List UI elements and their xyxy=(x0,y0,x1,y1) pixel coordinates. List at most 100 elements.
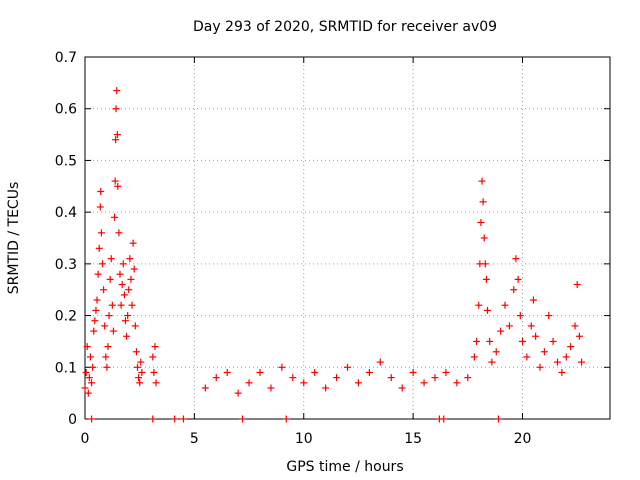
data-point xyxy=(464,374,472,382)
data-point xyxy=(149,415,157,423)
data-point xyxy=(129,239,137,247)
data-point xyxy=(527,322,535,330)
data-point xyxy=(573,281,581,289)
data-point xyxy=(420,379,428,387)
y-axis-label: SRMTID / TECUs xyxy=(6,182,22,295)
plot-frame xyxy=(84,56,611,420)
x-axis-label: GPS time / hours xyxy=(286,459,403,475)
data-point xyxy=(111,177,119,185)
data-point xyxy=(95,244,103,252)
data-point xyxy=(575,332,583,340)
data-point xyxy=(289,374,297,382)
data-point xyxy=(267,384,275,392)
y-tick-label: 0.7 xyxy=(55,50,77,66)
data-point xyxy=(554,358,561,366)
data-point xyxy=(128,301,136,309)
data-point xyxy=(212,374,220,382)
data-point xyxy=(117,301,125,309)
data-point xyxy=(108,301,116,309)
data-point xyxy=(256,368,264,376)
data-point xyxy=(567,343,575,351)
data-point xyxy=(475,301,483,309)
data-point xyxy=(96,203,104,211)
data-point xyxy=(311,368,319,376)
y-tick-label: 0.3 xyxy=(55,257,77,273)
data-point xyxy=(545,312,553,320)
data-points xyxy=(81,87,586,423)
data-point xyxy=(124,312,132,320)
data-point xyxy=(398,384,406,392)
data-point xyxy=(239,415,246,423)
data-point xyxy=(300,379,308,387)
data-point xyxy=(112,105,120,113)
data-point xyxy=(201,384,209,392)
data-point xyxy=(109,327,117,335)
tick-labels: 0 0.1 0.2 0.3 0.4 0.5 0.6 0.7 0 5 10 15 20 xyxy=(55,50,532,447)
data-point xyxy=(536,363,544,371)
data-point xyxy=(123,332,131,340)
data-point xyxy=(83,343,91,351)
data-point xyxy=(171,415,179,423)
data-point xyxy=(492,348,500,356)
data-point xyxy=(97,229,105,237)
data-point xyxy=(88,415,96,423)
data-point xyxy=(150,368,158,376)
data-point xyxy=(112,136,120,144)
x-tick-label: 10 xyxy=(295,431,313,447)
data-point xyxy=(549,337,557,345)
data-point xyxy=(99,260,106,268)
data-point xyxy=(477,218,485,226)
data-point xyxy=(540,348,548,356)
y-tick-label: 0.6 xyxy=(55,102,77,118)
x-tick-label: 0 xyxy=(81,431,90,447)
data-point xyxy=(103,363,111,371)
data-point xyxy=(136,379,144,387)
data-point xyxy=(85,374,93,382)
data-point xyxy=(470,353,478,361)
data-point xyxy=(115,229,123,237)
x-tick-label: 20 xyxy=(514,431,532,447)
data-point xyxy=(100,286,108,294)
data-point xyxy=(344,363,351,371)
data-point xyxy=(90,327,98,335)
data-point xyxy=(104,343,112,351)
data-point xyxy=(88,379,96,387)
data-point xyxy=(505,322,513,330)
x-tick-label: 5 xyxy=(190,431,199,447)
data-point xyxy=(245,379,253,387)
data-point xyxy=(516,312,524,320)
data-point xyxy=(354,379,362,387)
data-point xyxy=(152,379,160,387)
data-point xyxy=(376,358,384,366)
data-point xyxy=(519,337,526,345)
data-point xyxy=(278,363,286,371)
y-tick-label: 0.2 xyxy=(55,309,77,325)
data-point xyxy=(497,327,505,335)
data-point xyxy=(127,275,135,283)
data-point xyxy=(137,358,145,366)
data-point xyxy=(473,337,481,345)
data-point xyxy=(494,415,502,423)
data-point xyxy=(101,322,109,330)
data-point xyxy=(481,260,489,268)
data-point xyxy=(93,296,101,304)
data-point xyxy=(126,255,134,263)
axis-ticks xyxy=(84,56,610,420)
data-point xyxy=(501,301,509,309)
data-point xyxy=(105,312,113,320)
data-point xyxy=(479,198,487,206)
data-point xyxy=(409,368,417,376)
y-tick-label: 0.5 xyxy=(55,153,77,169)
data-point xyxy=(453,379,461,387)
data-point xyxy=(532,332,540,340)
data-point xyxy=(486,337,494,345)
data-point xyxy=(149,353,157,361)
data-point xyxy=(387,374,395,382)
data-point xyxy=(113,131,121,139)
data-point xyxy=(480,234,488,242)
y-tick-label: 0.1 xyxy=(55,360,77,376)
data-point xyxy=(529,296,537,304)
data-point xyxy=(484,306,491,314)
data-point xyxy=(571,322,579,330)
